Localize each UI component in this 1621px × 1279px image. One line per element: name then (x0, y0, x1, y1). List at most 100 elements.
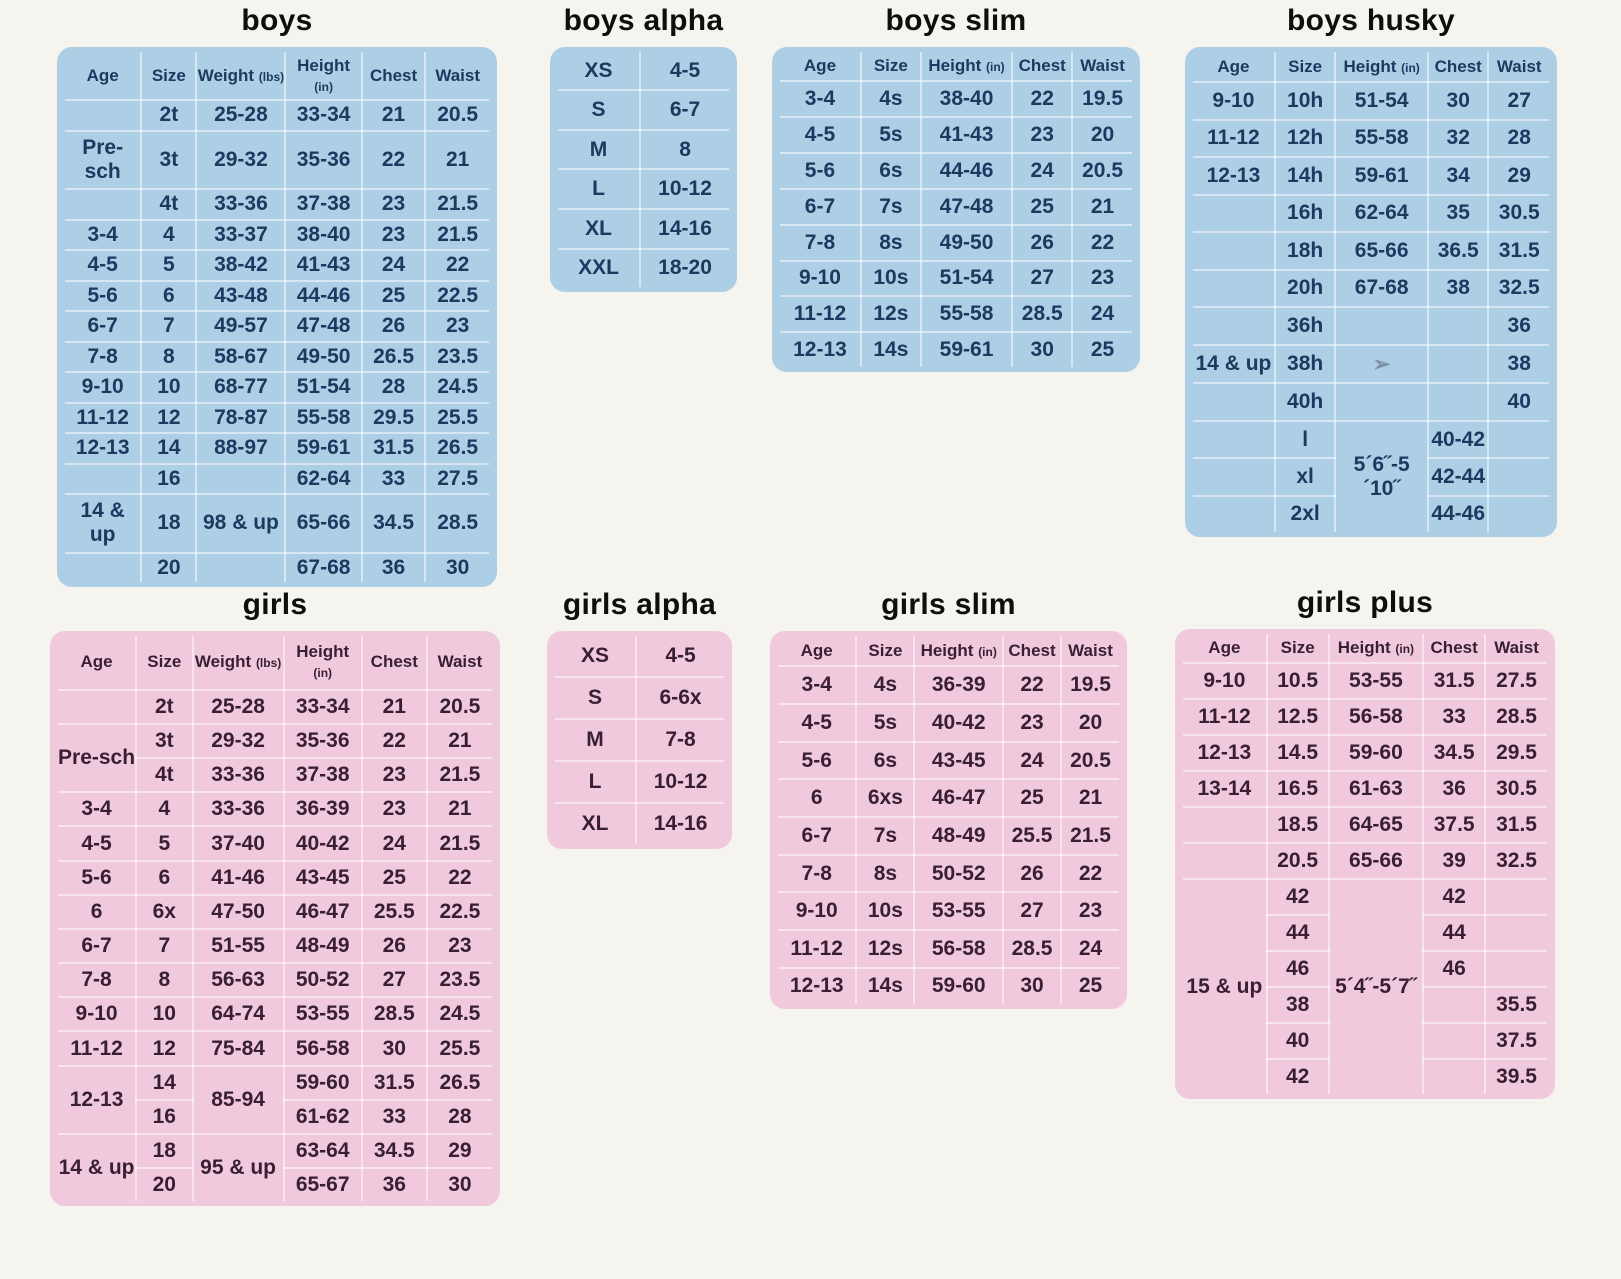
cell: 22 (1071, 223, 1133, 262)
cell: 43-45 (913, 740, 1005, 781)
cell (1422, 1022, 1487, 1061)
cell: 6-7 (639, 89, 730, 131)
table-row: XXL 18-20 (556, 247, 730, 289)
cell: 5 (140, 249, 198, 282)
cell: 6 (776, 778, 858, 819)
table-row: 7-8 8s 49-50 26 22 (779, 223, 1133, 262)
cell: 9-10 (56, 996, 138, 1033)
cell: 23 (1011, 115, 1074, 154)
cell: 29-32 (191, 723, 285, 760)
cell: 21 (1060, 778, 1120, 819)
cell: 50-52 (282, 962, 363, 999)
cell: 6 (140, 279, 198, 313)
cell: 43-48 (195, 279, 287, 313)
table-row: 16h 62-64 35 30.5 (1192, 193, 1550, 234)
column-header: Height (in) (1327, 632, 1425, 665)
cell: 20 (135, 1167, 194, 1202)
boys-grid: Age Size Weight (lbs) Height (in) Chest Waist… (63, 50, 490, 584)
cell: 42 (1422, 878, 1487, 917)
cell: 7-8 (776, 853, 858, 894)
cell: 65-66 (1327, 842, 1425, 881)
boys-slim-grid: Age Size Height (in) Chest Waist 3-4 4s 38-40 22… (779, 51, 1133, 368)
cell: 30 (1426, 81, 1490, 121)
cell: 25 (1002, 778, 1063, 819)
cell: 18-20 (639, 247, 730, 289)
cell: 34 (1426, 156, 1490, 196)
table-row: 18.5 64-65 37.5 31.5 (1182, 806, 1548, 845)
cell: 11-12 (779, 295, 862, 334)
cell: 6x (135, 893, 194, 930)
girls-plus-size-table: Age Size Height (in) Chest Waist 9-10 10.5 53-5… (1175, 629, 1555, 1099)
boys-husky-table-title: boys husky (1286, 4, 1456, 37)
cell: 32.5 (1484, 842, 1548, 881)
cell: 31.5 (360, 1064, 428, 1101)
girls-size-table: Age Size Weight (lbs) Height (in) Chest Waist… (50, 631, 500, 1206)
cell: 4s (855, 665, 916, 706)
header-row: Age Size Height (in) Chest Waist (776, 634, 1120, 668)
cell (1426, 306, 1490, 346)
cell: 21.5 (1060, 816, 1120, 856)
table-row: Pre-sch 3t 29-32 35-36 22 21 (63, 129, 490, 191)
cell: 35.5 (1484, 986, 1548, 1025)
table-row: 3-4 4 33-36 36-39 23 21 (56, 791, 494, 828)
cell: 24.5 (425, 996, 494, 1033)
cell (1192, 419, 1276, 460)
table-row: 5-6 6 41-46 43-45 25 22 (56, 859, 494, 896)
cell: 27 (1002, 891, 1063, 932)
cell: 64-74 (191, 996, 285, 1033)
girls-plus-section: girls plus Age Size Height (in) Chest Waist 9… (1175, 586, 1555, 1099)
cell: 25 (360, 859, 428, 896)
cell: 21.5 (424, 218, 490, 252)
cell: 20 (1060, 703, 1120, 743)
cell: 14h (1273, 156, 1337, 196)
cell (195, 551, 287, 584)
cell: 7-8 (635, 717, 725, 763)
cell: 59-60 (1327, 734, 1425, 773)
table-row: 13-14 16.5 61-63 36 30.5 (1182, 770, 1548, 809)
cell: 61-63 (1327, 770, 1425, 809)
cell: 22 (425, 859, 494, 896)
cell: 59-60 (282, 1064, 363, 1101)
table-row: 5-6 6s 43-45 24 20.5 (776, 740, 1120, 781)
table-row: 7-8 8 56-63 50-52 27 23.5 (56, 962, 494, 999)
cell (1422, 986, 1487, 1025)
cell: 33-34 (282, 688, 363, 726)
cell: 68-77 (195, 371, 287, 404)
cell: 7s (859, 187, 922, 226)
cell: 5s (859, 115, 922, 154)
column-header: Chest (1011, 51, 1074, 82)
cell: 2t (140, 99, 198, 132)
cell: 59-60 (913, 966, 1005, 1006)
cell: 18h (1273, 231, 1337, 271)
cell: 26 (1011, 223, 1074, 262)
table-row: 12-13 14 88-97 59-61 31.5 26.5 (63, 432, 490, 465)
cell: 30 (1002, 966, 1063, 1006)
cell: 13-14 (1182, 770, 1268, 809)
cell: 21 (360, 99, 427, 132)
cell: 35 (1426, 193, 1490, 234)
cell: 5-6 (56, 859, 138, 896)
table-row: 3-4 4 33-37 38-40 23 21.5 (63, 218, 490, 252)
cell: 26.5 (360, 340, 427, 374)
cell: 23 (360, 791, 428, 828)
cell: 6-7 (779, 187, 862, 226)
cell: 38-42 (195, 249, 287, 282)
boys-husky-grid: Age Size Height (in) Chest Waist 9-10 10h 51-54… (1192, 50, 1550, 534)
table-row: 6-7 7 49-57 47-48 26 23 (63, 310, 490, 343)
cell (1182, 806, 1268, 845)
table-row: l 5´6˝-5´10˝ 40-42 (1192, 419, 1550, 534)
cell (1192, 193, 1276, 234)
cell: 20.5 (424, 99, 490, 132)
cell: 22 (360, 723, 428, 760)
cell: 46-47 (282, 893, 363, 930)
cell: 37.5 (1484, 1022, 1548, 1061)
cell: 7s (855, 816, 916, 856)
cell: 33-36 (191, 757, 285, 794)
header-row: Age Size Weight (lbs) Height (in) Chest Waist (63, 50, 490, 102)
cell: 9-10 (1182, 662, 1268, 701)
cell: 16h (1273, 193, 1337, 234)
column-header: Age (776, 634, 858, 668)
cell: 26 (360, 927, 428, 965)
cell: 8 (135, 962, 194, 999)
table-row: L 10-12 (553, 760, 725, 805)
